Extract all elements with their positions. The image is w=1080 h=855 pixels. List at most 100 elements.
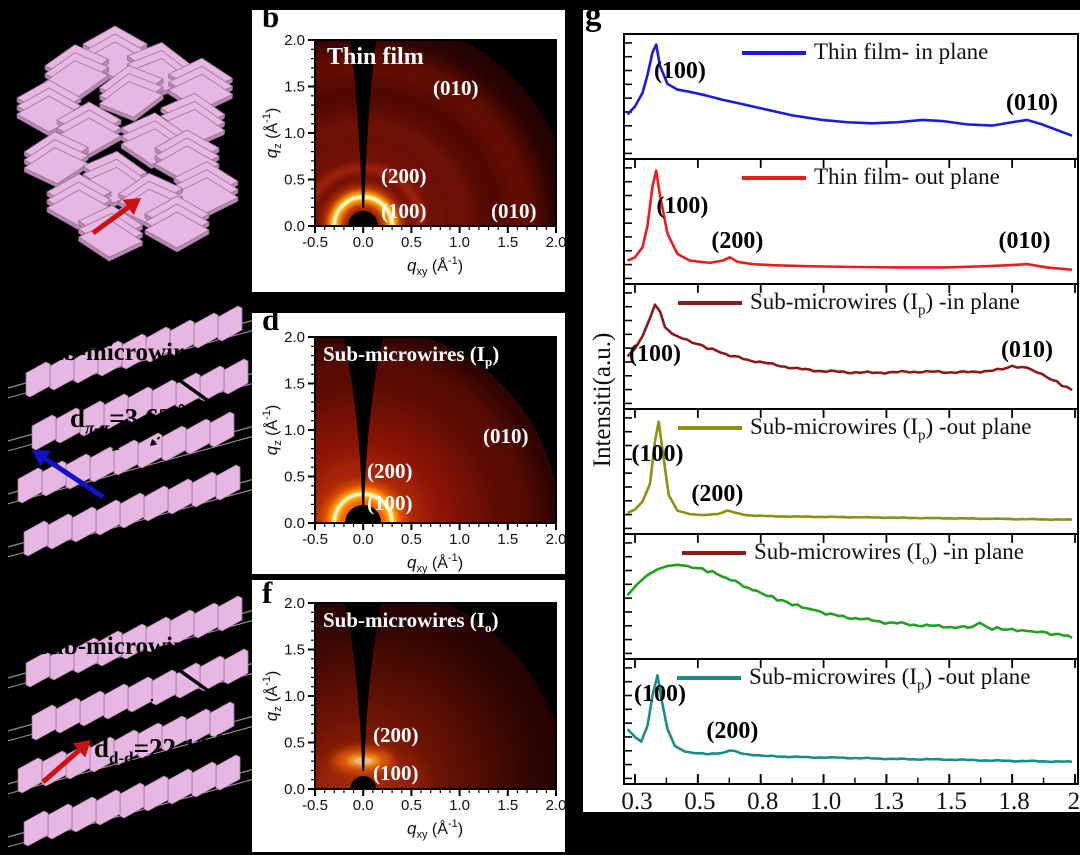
y-tick-label: 0.0 — [284, 218, 305, 235]
curve-svg — [625, 410, 1076, 530]
legend-line-swatch — [678, 301, 742, 305]
microwire-title: Sub-microwir — [36, 339, 185, 366]
detector-image — [315, 337, 556, 523]
x-tick-label: 0.0 — [353, 234, 374, 251]
giwaxs-plot: Sub-microwires (Io) (200) (100) 2.0 1.5 1.0 0.… — [261, 595, 565, 841]
plate — [143, 775, 169, 812]
plate — [209, 411, 235, 448]
x-tick-label: 1.5 — [497, 531, 518, 548]
plate — [23, 520, 49, 557]
plate — [145, 616, 171, 653]
giwaxs-panel-f: f Sub-microwires (Io) (200) (100) 2.0 1.5 1.0… — [252, 580, 565, 852]
g-x-tick-label: 0.3 — [621, 788, 653, 812]
plate — [217, 595, 243, 632]
g-subplot-6: Sub-microwires (Ip) -out plane (100) (200) — [625, 660, 1077, 783]
y-tick-label: 1.0 — [284, 688, 305, 705]
plate — [145, 326, 171, 363]
microwire-title: Sub-microwir — [36, 633, 185, 660]
data-curve — [626, 673, 1073, 764]
curve-svg — [625, 160, 1076, 280]
plate — [31, 704, 57, 741]
y-tick-label: 0.5 — [284, 469, 305, 486]
plate — [167, 768, 193, 805]
g-x-tick-label: 1.8 — [998, 788, 1030, 812]
plate — [65, 453, 91, 490]
g-x-tick-label: 1.5 — [935, 788, 967, 812]
x-axis-title: qxy (Å-1) — [407, 255, 463, 278]
plate — [55, 697, 81, 734]
legend: Sub-microwires (Io) -in plane — [682, 539, 1024, 570]
d-d-spacing-label: dd-d=22.12Å — [94, 733, 230, 768]
plate — [209, 701, 235, 738]
plate — [79, 400, 105, 437]
y-tick-label: 2.0 — [284, 32, 305, 49]
panel-letter-f: f — [262, 580, 273, 610]
plate — [151, 379, 177, 416]
panel-letter-d: d — [262, 313, 280, 337]
plate — [31, 414, 57, 451]
schematic-dd-stack: Sub-microwir dd-d=22.12Å — [8, 595, 256, 855]
plate — [113, 439, 139, 476]
plate — [217, 305, 243, 342]
g-subplot-3: Sub-microwires (Ip) -in plane (100) (010) — [625, 285, 1077, 410]
plate — [199, 365, 225, 402]
curve-svg — [625, 660, 1076, 783]
plate — [215, 754, 241, 791]
giwaxs-panel-d: d Sub-microwires (Ip) (010) (200) (100) 2.0 1… — [252, 313, 565, 574]
legend: Thin film- in plane — [742, 39, 988, 65]
g-subplot-2: Thin film- out plane (100) (200) (010) — [625, 160, 1077, 285]
plate — [199, 655, 225, 692]
x-tick-label: 1.0 — [449, 531, 470, 548]
g-x-tick-label: 1.0 — [809, 788, 842, 812]
plate — [97, 630, 123, 667]
y-tick-label: 0.0 — [284, 781, 305, 798]
plate — [95, 499, 121, 536]
map-title: Sub-microwires (Io) — [323, 608, 498, 635]
plate — [185, 418, 211, 455]
legend: Sub-microwires (Ip) -out plane — [677, 664, 1031, 695]
plate — [185, 708, 211, 745]
peak-label: (200) — [706, 718, 759, 745]
curve-svg — [625, 285, 1076, 405]
detector-image — [315, 40, 556, 226]
plate — [89, 736, 115, 773]
plate — [47, 513, 73, 550]
peak-label: (200) — [711, 228, 764, 255]
giwaxs-plot: Sub-microwires (Ip) (010) (200) (100) 2.0 1.5… — [261, 329, 565, 574]
plate — [71, 506, 97, 543]
data-curve — [626, 303, 1073, 392]
plate — [127, 676, 153, 713]
x-axis-title: qxy (Å-1) — [407, 552, 463, 574]
reflection-label: (100) — [381, 199, 427, 223]
legend-line-swatch — [678, 426, 742, 430]
g-subplot-1: Thin film- in plane (100) (010) — [625, 35, 1077, 160]
stacked-plates-graphic — [8, 595, 256, 848]
plate — [121, 623, 147, 660]
plate — [79, 690, 105, 727]
plate — [89, 446, 115, 483]
plate — [193, 602, 219, 639]
panel-g: g Intensiti(a.u.) Thin film- in plane (10… — [583, 10, 1080, 812]
y-tick-label: 0.5 — [284, 735, 305, 752]
y-tick-label: 2.0 — [284, 595, 305, 612]
plate — [103, 683, 129, 720]
schematic-pi-stack: Sub-microwir dπ-π=3.63Å — [8, 305, 256, 577]
g-x-tick-label: 1.3 — [872, 788, 905, 812]
x-tick-label: 1.5 — [497, 234, 518, 251]
platelets-graphic — [16, 25, 239, 262]
plate — [71, 796, 97, 833]
reflection-label: (200) — [381, 164, 427, 188]
reflection-label: (100) — [367, 491, 413, 515]
plate — [25, 361, 51, 398]
g-x-tick-label: 0.8 — [747, 788, 779, 812]
panel-letter-g: g — [585, 10, 602, 33]
peak-label: (100) — [656, 193, 709, 220]
g-y-axis-label: Intensiti(a.u.) — [589, 332, 616, 468]
x-tick-label: -0.5 — [302, 234, 328, 251]
x-axis-title: qxy (Å-1) — [407, 818, 463, 841]
x-tick-label: 1.5 — [497, 797, 518, 814]
plate — [47, 803, 73, 840]
reflection-label: (100) — [373, 761, 419, 785]
x-tick-label: 0.0 — [353, 531, 374, 548]
y-axis-title: qz (Å-1) — [261, 108, 284, 159]
